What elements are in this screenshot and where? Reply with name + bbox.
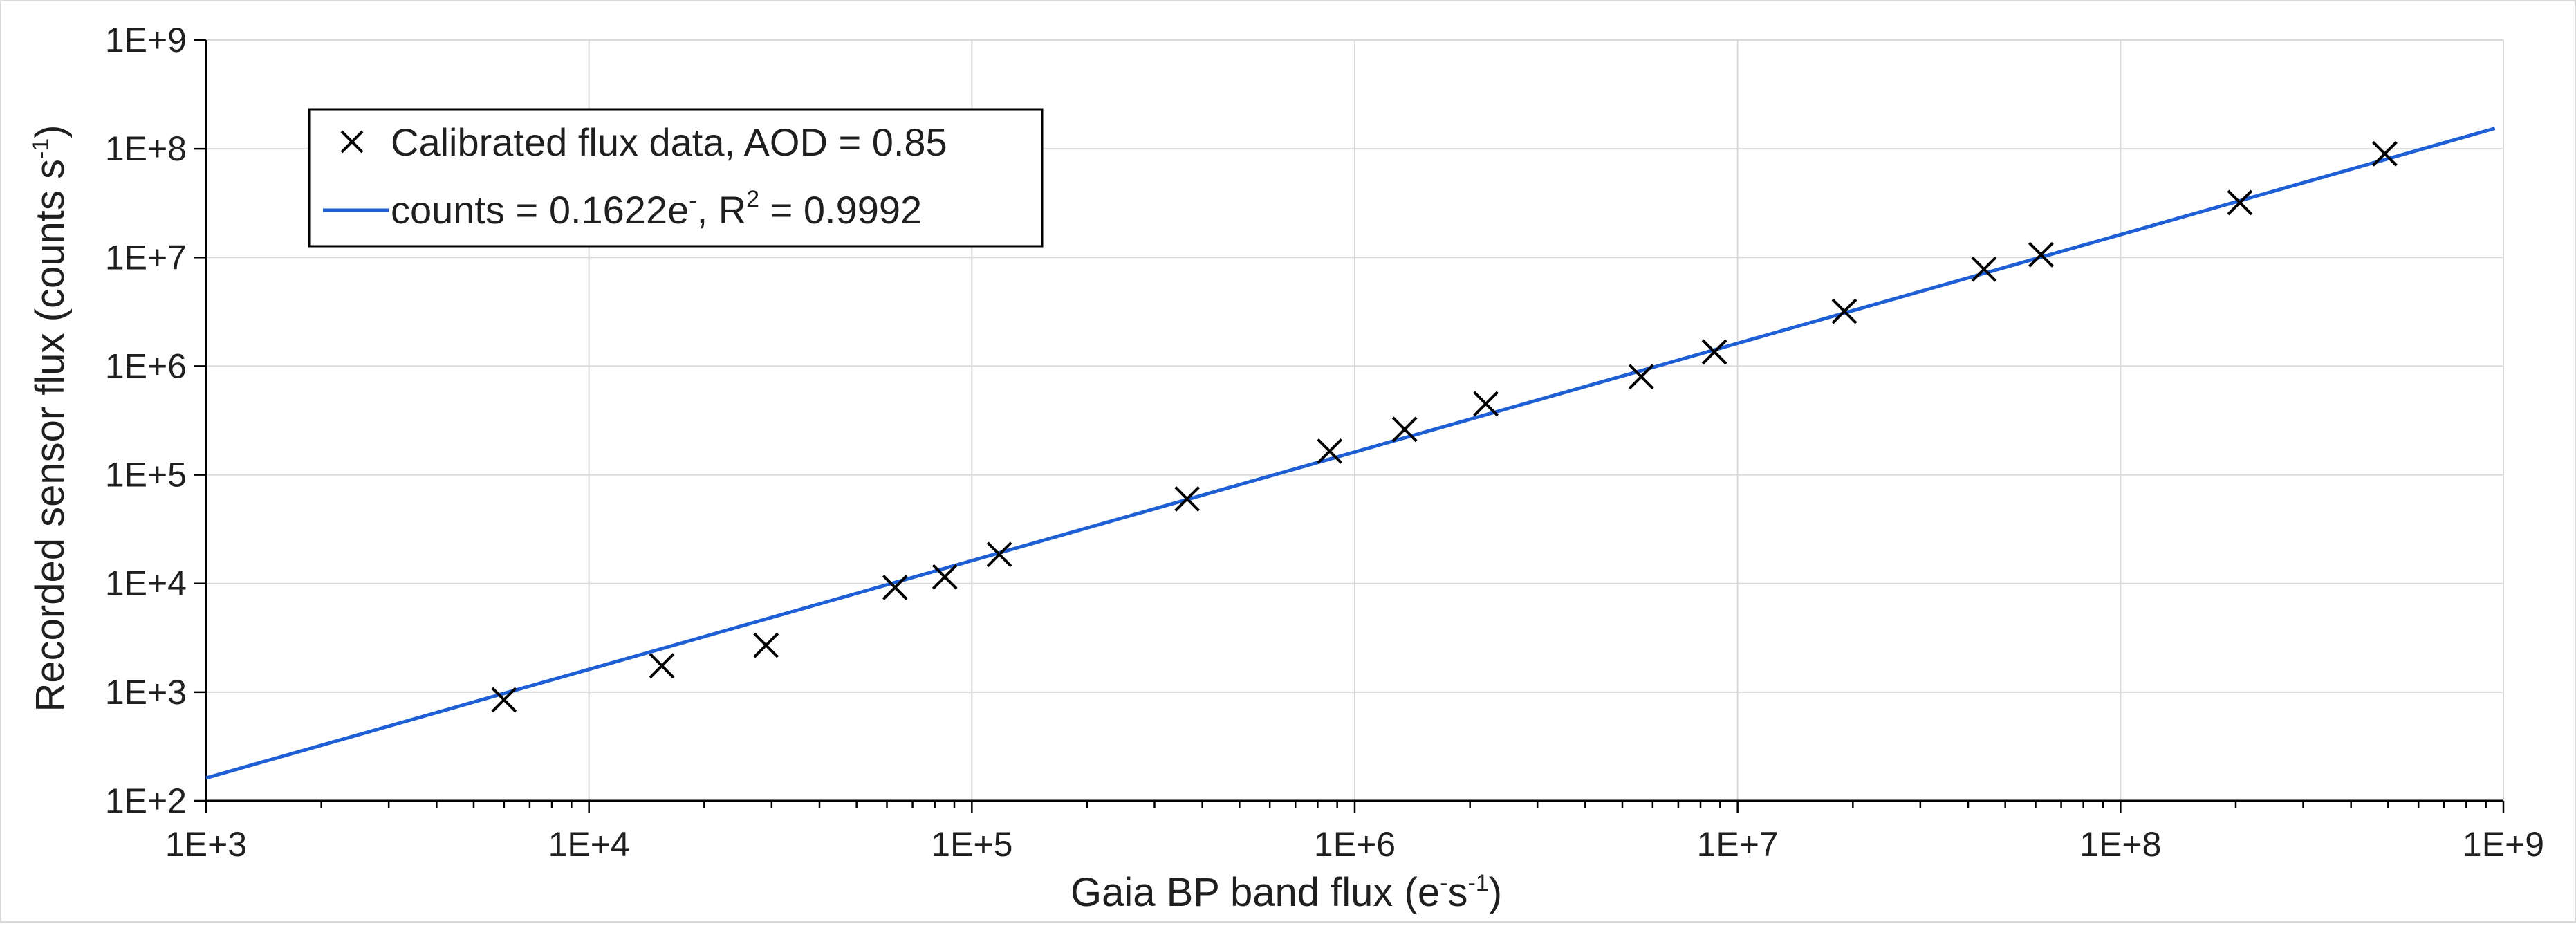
- y-tick-label: 1E+5: [105, 456, 187, 494]
- data-point-marker: [1701, 339, 1727, 365]
- y-tick-label: 1E+8: [105, 129, 187, 168]
- y-axis-title: Recorded sensor flux (counts s-1): [28, 124, 73, 712]
- y-tick-label: 1E+7: [105, 238, 187, 277]
- legend-label-data: Calibrated flux data, AOD = 0.85: [391, 120, 947, 164]
- data-point-marker: [986, 541, 1012, 568]
- y-tick-label: 1E+4: [105, 564, 187, 603]
- data-point-marker: [1971, 256, 1997, 282]
- data-point-marker: [1317, 438, 1343, 464]
- data-point-marker: [1174, 486, 1201, 512]
- y-tick-label: 1E+3: [105, 673, 187, 712]
- data-point-marker: [2227, 189, 2253, 216]
- data-point-marker: [1473, 391, 1499, 417]
- legend-label-fit: counts = 0.1622e-, R2 = 0.9992: [391, 186, 922, 232]
- data-point-marker: [2028, 241, 2054, 268]
- legend-marker-x-icon: [340, 130, 364, 154]
- data-point-marker: [882, 574, 908, 600]
- data-point-marker: [1628, 364, 1654, 390]
- data-markers: [491, 140, 2398, 713]
- data-point-marker: [649, 653, 675, 679]
- data-point-marker: [753, 632, 779, 658]
- x-tick-label: 1E+7: [1697, 825, 1779, 864]
- x-tick-label: 1E+4: [548, 825, 630, 864]
- legend: Calibrated flux data, AOD = 0.85 counts …: [308, 108, 1044, 248]
- data-point-marker: [1391, 416, 1418, 443]
- legend-box: [308, 108, 1044, 248]
- data-point-marker: [491, 687, 517, 713]
- axes: [194, 39, 2505, 813]
- fit-line-layer: [205, 127, 2496, 780]
- fit-line: [205, 127, 2496, 780]
- x-tick-label: 1E+8: [2079, 825, 2161, 864]
- x-tick-label: 1E+3: [165, 825, 247, 864]
- y-tick-label: 1E+9: [105, 21, 187, 59]
- data-point-marker: [2372, 140, 2398, 167]
- data-point-marker: [932, 564, 958, 590]
- data-point-marker: [1831, 298, 1857, 324]
- x-axis-title: Gaia BP band flux (e-s-1): [1071, 870, 1502, 915]
- x-tick-label: 1E+9: [2463, 825, 2544, 864]
- tick-labels: 1E+3 1E+4 1E+5 1E+6 1E+7 1E+8 1E+9 1E+2 1E+3 1E+4…: [105, 21, 2544, 864]
- x-tick-label: 1E+5: [931, 825, 1012, 864]
- x-tick-label: 1E+6: [1314, 825, 1396, 864]
- y-tick-label: 1E+6: [105, 346, 187, 385]
- y-tick-label: 1E+2: [105, 781, 187, 820]
